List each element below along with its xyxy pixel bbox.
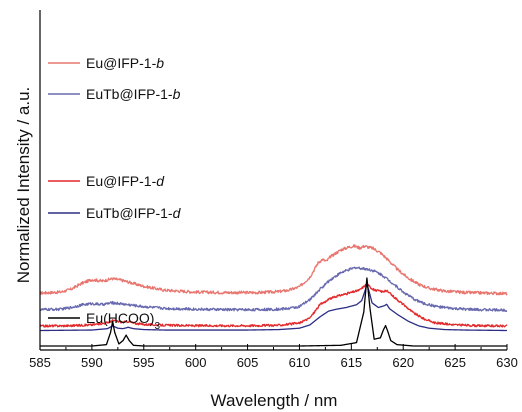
x-tick-label: 585 bbox=[29, 355, 51, 370]
series-line-4 bbox=[39, 277, 508, 347]
y-axis-title: Normalized Intensity / a.u. bbox=[14, 87, 33, 284]
legend-label-2: Eu@IFP-1-d bbox=[86, 173, 165, 189]
legend-label-3: EuTb@IFP-1-d bbox=[86, 205, 182, 221]
x-tick-label: 600 bbox=[185, 355, 207, 370]
x-tick-label: 615 bbox=[340, 355, 362, 370]
axes: 585 590 595 600 605 610 615 620 625 630 bbox=[29, 10, 518, 370]
series-line-2 bbox=[39, 283, 508, 328]
x-tick-label: 630 bbox=[496, 355, 518, 370]
series-line-0 bbox=[39, 244, 508, 296]
x-tick-label: 610 bbox=[289, 355, 311, 370]
x-tick-label: 620 bbox=[392, 355, 414, 370]
series-line-3 bbox=[39, 283, 508, 332]
x-tick-label: 590 bbox=[81, 355, 103, 370]
x-tick-label: 595 bbox=[133, 355, 155, 370]
legend: Eu@IFP-1-b EuTb@IFP-1-b Eu@IFP-1-d EuTb@IFP… bbox=[48, 55, 182, 332]
plot-area bbox=[39, 244, 508, 347]
legend-label-0: Eu@IFP-1-b bbox=[86, 55, 164, 71]
x-tick-label: 625 bbox=[444, 355, 466, 370]
x-axis-title: Wavelength / nm bbox=[211, 391, 338, 410]
legend-label-4: Eu(HCOO)3 bbox=[86, 310, 160, 332]
series-line-1 bbox=[39, 266, 508, 312]
x-tick-label: 605 bbox=[237, 355, 259, 370]
legend-label-1: EuTb@IFP-1-b bbox=[86, 86, 181, 102]
